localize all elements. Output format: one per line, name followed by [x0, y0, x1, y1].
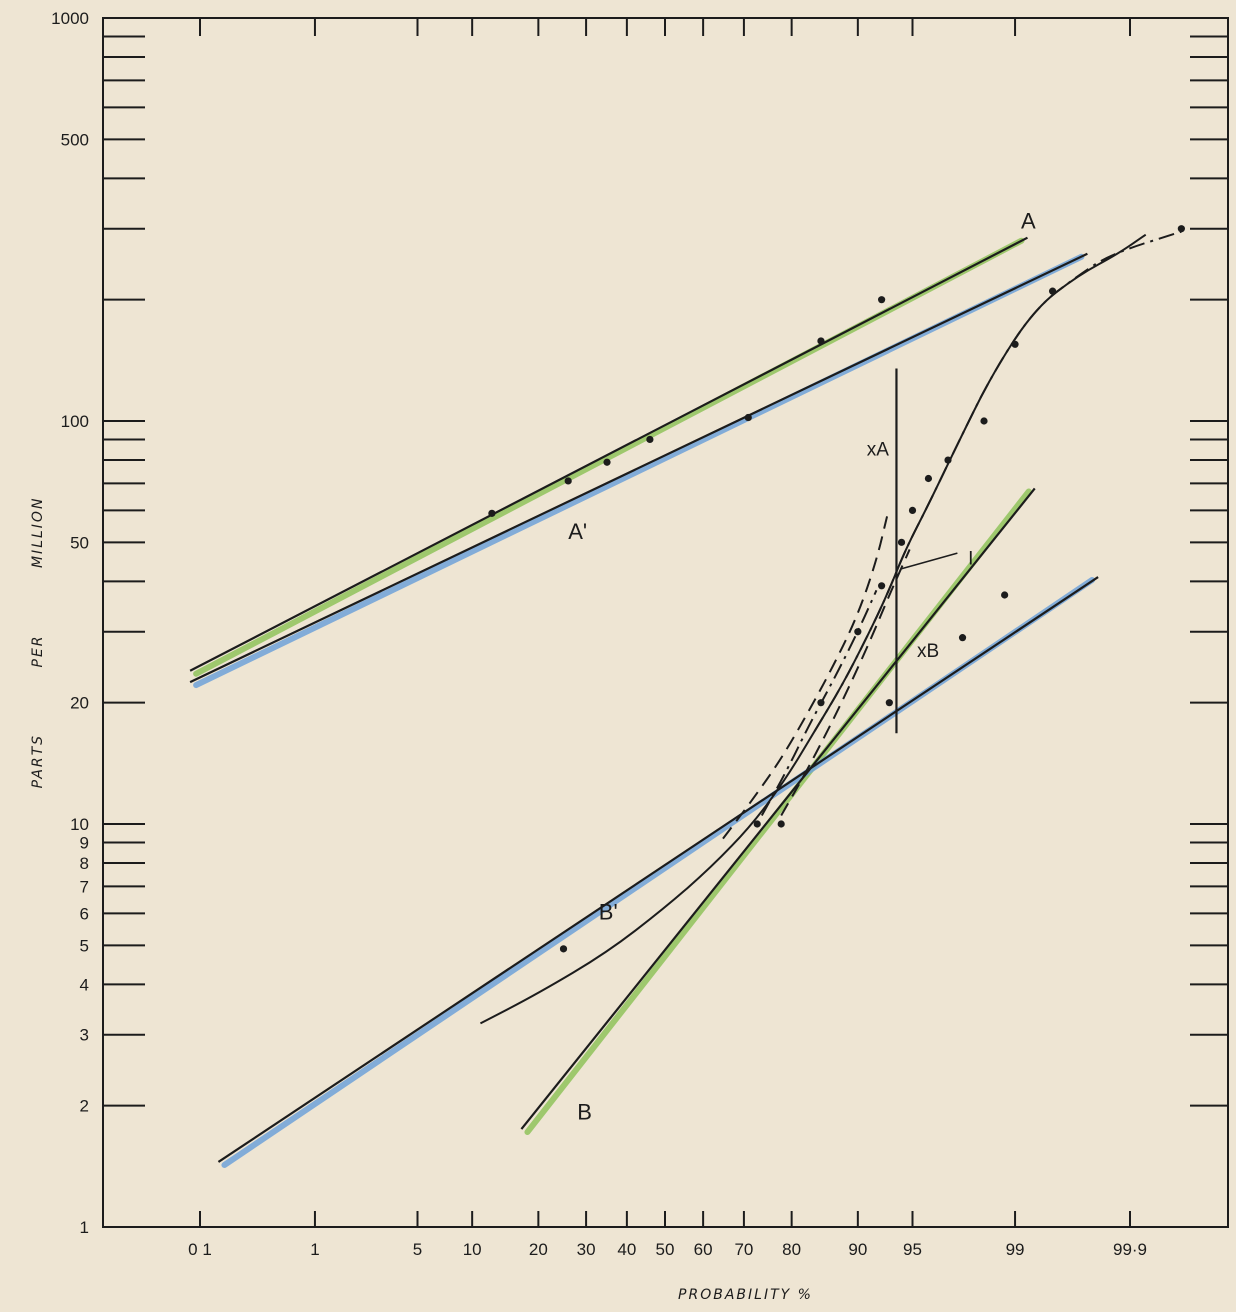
data-point-22 — [1048, 287, 1057, 295]
data-point-15 — [908, 506, 917, 515]
data-point-10 — [817, 699, 825, 707]
curve-band-right — [780, 549, 911, 816]
data-point-11 — [854, 628, 862, 636]
label-layer: A A' B B' xA xB I — [568, 209, 1036, 1125]
x-tick-label-2: 5 — [413, 1240, 422, 1259]
y-tick-label-5: 10 — [70, 815, 89, 834]
data-point-0 — [488, 509, 496, 517]
data-point-1 — [564, 477, 572, 485]
line-B — [520, 487, 1036, 1130]
y-tick-label-9: 6 — [80, 904, 89, 923]
data-point-8 — [753, 820, 761, 828]
curve-band-center — [760, 589, 878, 816]
data-point-23 — [1177, 225, 1185, 233]
data-point-5 — [817, 337, 825, 345]
y-tick-label-8: 7 — [80, 877, 89, 896]
label-line-A-prime: A' — [568, 519, 587, 544]
label-line-B-prime: B' — [599, 899, 618, 924]
label-line-A: A — [1021, 209, 1036, 234]
y-tick-label-11: 4 — [80, 975, 89, 994]
y-tick-label-4: 20 — [70, 694, 89, 713]
x-tick-label-10: 80 — [782, 1240, 801, 1259]
y-axis-title: PARTS PER MILLION — [30, 497, 46, 789]
data-point-17 — [944, 456, 952, 464]
data-point-6 — [878, 296, 886, 304]
data-point-2 — [603, 458, 611, 466]
y-tick-label-12: 3 — [80, 1026, 89, 1045]
data-point-19 — [980, 417, 988, 425]
x-axis-title: PROBABILITY % — [678, 1287, 813, 1303]
x-tick-label-14: 99·9 — [1113, 1240, 1147, 1259]
data-point-13 — [885, 699, 893, 707]
y-tick-label-3: 50 — [70, 533, 89, 552]
marker-I-arrow — [901, 552, 958, 570]
y-tick-label-13: 2 — [80, 1097, 89, 1116]
line-A — [189, 236, 1028, 672]
y-tick-label-14: 1 — [80, 1218, 89, 1237]
x-tick-label-7: 50 — [656, 1240, 675, 1259]
x-tick-label-6: 40 — [617, 1240, 636, 1259]
x-tick-label-12: 95 — [903, 1240, 922, 1259]
label-marker-xB: xB — [917, 641, 939, 662]
label-marker-I: I — [968, 549, 973, 570]
curve-band-left — [722, 516, 889, 840]
x-tick-label-0: 0 1 — [188, 1240, 212, 1259]
data-point-12 — [878, 582, 886, 590]
data-point-4 — [744, 413, 752, 422]
label-line-B: B — [577, 1099, 592, 1124]
x-tick-label-9: 70 — [734, 1240, 753, 1259]
point-layer — [488, 225, 1185, 953]
x-tick-label-3: 10 — [463, 1240, 482, 1259]
curve-mixture-dashed-extension — [813, 230, 1182, 732]
x-tick-label-4: 20 — [529, 1240, 548, 1259]
data-point-18 — [958, 634, 967, 642]
x-tick-label-8: 60 — [694, 1240, 713, 1259]
line-layer — [189, 236, 1099, 1163]
y-tick-label-0: 1000 — [51, 9, 89, 28]
y-tick-label-6: 9 — [80, 833, 89, 852]
x-tick-label-13: 99 — [1006, 1240, 1025, 1259]
x-tick-label-11: 90 — [848, 1240, 867, 1259]
data-point-9 — [777, 820, 785, 828]
y-tick-label-10: 5 — [80, 936, 89, 955]
data-point-3 — [646, 435, 654, 444]
y-tick-label-1: 500 — [61, 130, 89, 149]
line-A' — [189, 252, 1088, 684]
data-point-20 — [1001, 591, 1009, 599]
line-B' — [217, 576, 1099, 1163]
data-point-21 — [1011, 340, 1019, 348]
data-point-16 — [924, 474, 933, 483]
y-tick-label-2: 100 — [61, 412, 89, 431]
x-tick-label-5: 30 — [577, 1240, 596, 1259]
label-marker-xA: xA — [867, 440, 890, 461]
line-highlight-2 — [524, 488, 1032, 1136]
data-point-7 — [559, 945, 568, 953]
x-tick-label-1: 1 — [310, 1240, 319, 1259]
y-tick-label-7: 8 — [80, 854, 89, 873]
data-point-14 — [897, 538, 906, 546]
